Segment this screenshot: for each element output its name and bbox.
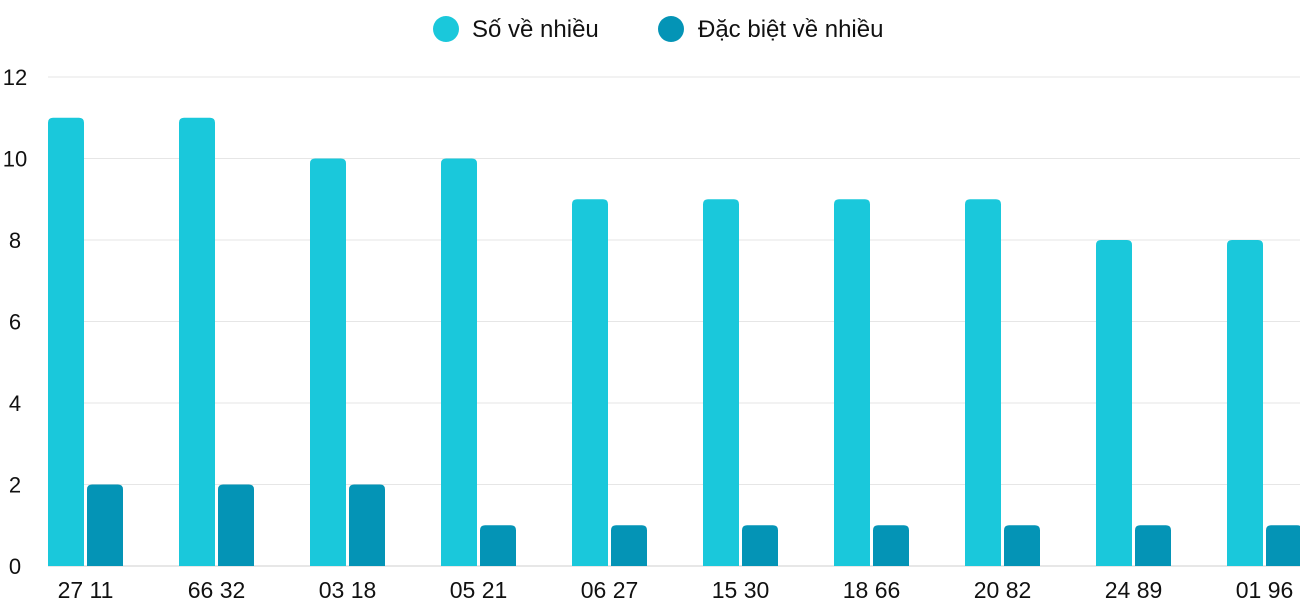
bar-so-ve-nhieu-03-18[interactable]	[310, 158, 346, 567]
x-tick-label: 20 82	[974, 577, 1032, 600]
bar-dac-biet-18-66[interactable]	[873, 525, 909, 566]
bar-dac-biet-03-18[interactable]	[349, 484, 385, 567]
x-tick-label: 24 89	[1105, 577, 1163, 600]
x-tick-label: 15 30	[712, 577, 770, 600]
bar-so-ve-nhieu-24-89[interactable]	[1096, 240, 1132, 566]
bar-so-ve-nhieu-27-11[interactable]	[48, 117, 84, 566]
x-tick-label: 66 32	[188, 577, 246, 600]
grid-lines	[48, 76, 1300, 567]
bar-dac-biet-20-82[interactable]	[1004, 525, 1040, 566]
x-tick-label: 01 96	[1236, 577, 1294, 600]
legend-swatch-dac-biet-ve-nhieu[interactable]	[658, 16, 684, 42]
bar-so-ve-nhieu-05-21[interactable]	[441, 158, 477, 567]
y-tick-label: 10	[3, 147, 27, 172]
y-tick-label: 6	[9, 310, 21, 335]
x-tick-label: 03 18	[319, 577, 377, 600]
x-tick-label: 06 27	[581, 577, 639, 600]
bar-so-ve-nhieu-01-96[interactable]	[1227, 240, 1263, 566]
x-tick-label: 27 11	[58, 577, 114, 600]
bars	[48, 117, 1300, 567]
legend-label-so-ve-nhieu[interactable]: Số về nhiều	[472, 16, 599, 43]
bar-dac-biet-15-30[interactable]	[742, 525, 778, 566]
bar-so-ve-nhieu-66-32[interactable]	[179, 117, 215, 566]
bar-dac-biet-01-96[interactable]	[1266, 525, 1300, 566]
legend-swatch-so-ve-nhieu[interactable]	[433, 16, 459, 42]
bar-dac-biet-05-21[interactable]	[480, 525, 516, 566]
bar-so-ve-nhieu-15-30[interactable]	[703, 199, 739, 566]
bar-dac-biet-06-27[interactable]	[611, 525, 647, 566]
bar-dac-biet-66-32[interactable]	[218, 484, 254, 567]
y-axis-ticks: 0 2 4 6 8 10 12	[3, 65, 27, 579]
y-tick-label: 2	[9, 473, 21, 498]
y-tick-label: 12	[3, 65, 27, 90]
legend-label-dac-biet-ve-nhieu[interactable]: Đặc biệt về nhiều	[698, 16, 883, 43]
y-tick-label: 8	[9, 228, 21, 253]
bar-dac-biet-24-89[interactable]	[1135, 525, 1171, 566]
bar-so-ve-nhieu-18-66[interactable]	[834, 199, 870, 566]
bar-so-ve-nhieu-06-27[interactable]	[572, 199, 608, 566]
legend: Số về nhiều Đặc biệt về nhiều	[433, 16, 883, 43]
x-axis-ticks: 27 11 66 32 03 18 05 21 06 27 15 30 18 66 20 82…	[58, 577, 1294, 603]
x-tick-label: 05 21	[450, 577, 508, 600]
bar-so-ve-nhieu-20-82[interactable]	[965, 199, 1001, 566]
y-tick-label: 4	[9, 391, 21, 416]
bar-dac-biet-27-11[interactable]	[87, 484, 123, 567]
y-tick-label: 0	[9, 554, 21, 579]
x-tick-label: 18 66	[843, 577, 901, 600]
